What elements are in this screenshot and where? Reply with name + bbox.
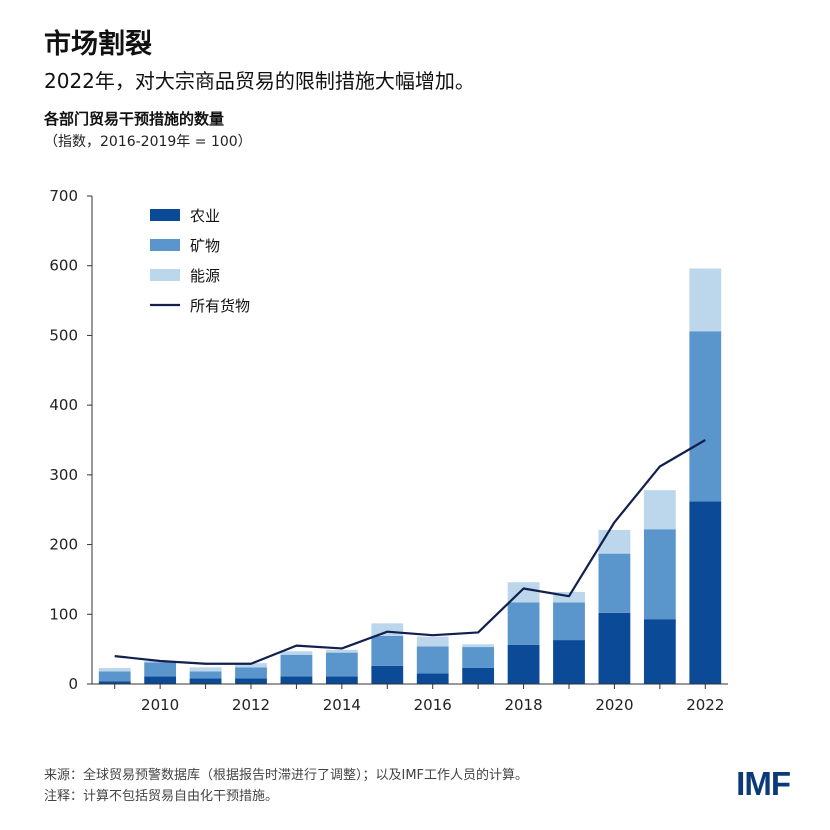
bar-agriculture-2010: [144, 676, 177, 684]
bar-energy-2022: [689, 268, 722, 332]
imf-logo: IMF: [736, 765, 791, 802]
bar-agriculture-2011: [189, 678, 222, 684]
y-tick-label-600: 600: [49, 257, 78, 275]
bar-energy-2012: [235, 663, 267, 668]
bar-minerals-2018: [507, 602, 540, 645]
legend-swatch-agriculture: [150, 209, 180, 221]
bar-minerals-2015: [371, 635, 404, 666]
source-note: 来源：全球贸易预警数据库（根据报告时滞进行了调整）；以及IMF工作人员的计算。: [44, 768, 529, 783]
x-tick-label-2012: 2012: [232, 696, 270, 714]
bar-energy-2014: [325, 649, 358, 653]
y-tick-label-200: 200: [49, 536, 78, 554]
y-tick-label-500: 500: [49, 326, 78, 344]
bar-energy-2016: [416, 636, 449, 647]
footnote: 注释：计算不包括贸易自由化干预措施。: [44, 789, 279, 804]
legend-label-all-goods: 所有货物: [190, 297, 250, 315]
bar-energy-2021: [643, 490, 676, 530]
chart-subtitle: 2022年，对大宗商品贸易的限制措施大幅增加。: [44, 69, 475, 93]
bar-energy-2015: [371, 623, 404, 636]
bar-layer: [98, 268, 722, 684]
bar-minerals-2016: [416, 646, 449, 674]
bar-agriculture-2022: [689, 501, 722, 684]
legend-label-energy: 能源: [190, 267, 220, 285]
bar-minerals-2019: [553, 602, 585, 641]
y-tick-label-300: 300: [49, 466, 78, 484]
line-all-goods: [114, 439, 706, 665]
bar-minerals-2010: [144, 662, 177, 677]
x-tick-label-2020: 2020: [595, 696, 633, 714]
y-tick-label-0: 0: [68, 675, 78, 693]
bar-agriculture-2013: [280, 676, 313, 684]
legend-label-minerals: 矿物: [190, 237, 220, 255]
y-tick-label-700: 700: [49, 187, 78, 205]
bar-minerals-2013: [280, 654, 313, 677]
bar-agriculture-2019: [553, 640, 585, 684]
bar-agriculture-2017: [462, 667, 495, 684]
bar-energy-2011: [189, 667, 222, 672]
bar-agriculture-2018: [507, 644, 540, 684]
x-tick-label-2014: 2014: [323, 696, 361, 714]
bar-minerals-2022: [689, 331, 722, 502]
bar-agriculture-2009: [98, 681, 131, 684]
bar-minerals-2020: [598, 553, 631, 613]
legend-swatch-minerals: [150, 239, 180, 251]
x-tick-label-2010: 2010: [141, 696, 179, 714]
y-axis-subtitle: （指数，2016-2019年 = 100）: [44, 134, 252, 150]
bar-minerals-2014: [325, 652, 358, 677]
line-layer: [114, 439, 706, 665]
legend-swatch-energy: [150, 269, 180, 281]
y-tick-label-100: 100: [49, 605, 78, 623]
x-tick-label-2016: 2016: [414, 696, 452, 714]
bar-minerals-2017: [462, 647, 495, 668]
bar-energy-2009: [98, 667, 131, 672]
y-axis-title: 各部门贸易干预措施的数量: [44, 110, 225, 128]
bar-agriculture-2020: [598, 612, 631, 684]
bar-energy-2017: [462, 644, 495, 648]
bar-agriculture-2012: [235, 678, 267, 684]
bar-agriculture-2016: [416, 673, 449, 684]
bar-agriculture-2021: [643, 619, 676, 684]
bar-agriculture-2014: [325, 676, 358, 684]
y-tick-label-400: 400: [49, 396, 78, 414]
x-tick-label-2018: 2018: [504, 696, 542, 714]
legend-label-agriculture: 农业: [190, 207, 220, 225]
chart-title: 市场割裂: [44, 29, 152, 60]
bar-minerals-2009: [98, 671, 131, 682]
bar-minerals-2021: [643, 529, 676, 620]
axes-layer: 0 100 200 300 400 500 600 700 2010 2012 2014 2016 20…: [49, 187, 728, 714]
bar-minerals-2012: [235, 667, 267, 679]
bar-agriculture-2015: [371, 665, 404, 684]
x-tick-label-2022: 2022: [686, 696, 724, 714]
bar-minerals-2011: [189, 671, 222, 679]
bar-energy-2013: [280, 651, 313, 655]
